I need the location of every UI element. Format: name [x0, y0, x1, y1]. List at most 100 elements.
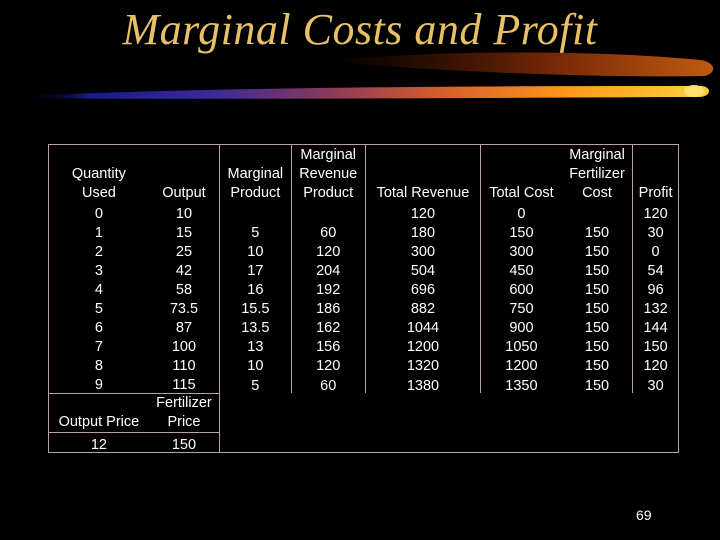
cell-mfc: 150 [561, 259, 634, 279]
table-row: 9 115 5 60 1380 1350 150 30 [47, 373, 679, 394]
cell-total-cost: 1050 [505, 339, 538, 356]
fertilizer-price-label: Fertilizer Price [148, 392, 221, 433]
cell-mfc: 150 [561, 373, 634, 394]
cell-mrp: 162 [291, 316, 366, 336]
cell-mrp [291, 203, 366, 222]
header-row: Quantity Used Output Marginal Product Marg… [47, 144, 679, 203]
cell-output: 73.5 [148, 297, 221, 317]
cell-profit: 54 [632, 259, 679, 279]
header-output: Output [148, 144, 221, 203]
cell-output: 25 [148, 240, 221, 260]
price-value-row: 12 150 [47, 431, 679, 454]
cell-mfc: 150 [561, 335, 634, 355]
header-marginal-fertilizer-cost: Marginal Fertilizer Cost [561, 144, 634, 203]
cell-profit: 30 [632, 221, 679, 241]
cell-marginal-product: 10 [219, 354, 292, 374]
cell-total-cost: 300 [509, 244, 534, 261]
cell-mrp: 156 [291, 335, 366, 355]
cell-total-revenue: 1380 [365, 373, 482, 394]
cell-mfc: 150 [561, 354, 634, 374]
cell-profit: 144 [632, 316, 679, 336]
cell-quantity: 6 [47, 316, 149, 336]
cell-total-cost: 750 [509, 301, 534, 318]
cell-output: 100 [148, 335, 221, 355]
cell-mrp: 186 [291, 297, 366, 317]
cell-marginal-product: 15.5 [219, 297, 292, 317]
cell-marginal-product: 13.5 [219, 316, 292, 336]
cell-mrp: 192 [291, 278, 366, 298]
table-row: 0 10 120 0 120 [47, 203, 679, 222]
cell-mrp: 60 [291, 373, 366, 394]
cell-marginal-product: 13 [219, 335, 292, 355]
cell-profit: 0 [632, 240, 679, 260]
cell-quantity: 9 [47, 373, 149, 394]
cell-output: 115 [148, 373, 221, 394]
cell-quantity: 5 [47, 297, 149, 317]
table-row: 8 110 10 120 1320 1200 150 120 [47, 354, 679, 375]
cell-output: 10 [148, 203, 221, 222]
cell-total-revenue: 180 [365, 221, 482, 241]
table-row: 1 15 5 60 180 150 150 30 [47, 221, 679, 242]
cell-marginal-product: 10 [219, 240, 292, 260]
header-marginal-revenue-product: Marginal Revenue Product [291, 144, 366, 203]
decorative-swoosh [20, 52, 714, 99]
cell-profit: 132 [632, 297, 679, 317]
cell-total-revenue: 1200 [365, 335, 482, 355]
cell-output: 42 [148, 259, 221, 279]
cell-total-cost: 1200 [505, 358, 538, 375]
fertilizer-price-value: 150 [148, 431, 221, 454]
output-price-label: Output Price [47, 392, 149, 433]
cell-quantity: 3 [47, 259, 149, 279]
cell-total-revenue: 1044 [365, 316, 482, 336]
cell-total-cost: 450 [509, 263, 534, 280]
cell-mrp: 120 [291, 354, 366, 374]
cell-total-revenue: 504 [365, 259, 482, 279]
cell-marginal-product: 5 [219, 373, 292, 394]
table-row: 6 87 13.5 162 1044 900 150 144 [47, 316, 679, 336]
cell-profit: 120 [632, 203, 679, 222]
cell-quantity: 1 [47, 221, 149, 241]
cell-mfc: 150 [561, 278, 634, 298]
page-number: 69 [636, 507, 652, 523]
cell-output: 110 [148, 354, 221, 374]
cell-marginal-product [219, 203, 292, 222]
cell-marginal-product: 16 [219, 278, 292, 298]
table-row: 7 100 13 156 1200 1050 150 150 [47, 335, 679, 356]
cell-marginal-product: 5 [219, 221, 292, 241]
cell-total-revenue: 882 [365, 297, 482, 317]
cell-marginal-product: 17 [219, 259, 292, 279]
cell-mfc: 150 [561, 221, 634, 241]
header-total-revenue: Total Revenue [365, 144, 482, 203]
cell-profit: 120 [632, 354, 679, 374]
cell-quantity: 8 [47, 354, 149, 374]
cell-profit: 96 [632, 278, 679, 298]
table-row: 3 42 17 204 504 450 150 54 [47, 259, 679, 280]
price-header-row: Output Price Fertilizer Price [47, 392, 679, 433]
cell-output: 15 [148, 221, 221, 241]
cell-profit: 30 [632, 373, 679, 394]
cell-mrp: 60 [291, 221, 366, 241]
cell-mfc: 150 [561, 316, 634, 336]
cell-total-cost: 1350 [505, 377, 538, 394]
cell-total-revenue: 696 [365, 278, 482, 298]
cell-total-revenue: 1320 [365, 354, 482, 374]
cell-output: 87 [148, 316, 221, 336]
table-row: 5 73.5 15.5 186 882 750 150 132 [47, 297, 679, 318]
cell-quantity: 0 [47, 203, 149, 222]
header-marginal-product: Marginal Product [219, 144, 292, 203]
output-price-value: 12 [47, 431, 149, 454]
header-quantity-used: Quantity Used [47, 144, 149, 203]
cell-total-revenue: 300 [365, 240, 482, 260]
cell-mfc: 150 [561, 240, 634, 260]
cell-total-cost: 150 [509, 225, 534, 242]
cell-mfc [561, 203, 634, 222]
marginal-cost-table: Quantity Used Output Marginal Product Marg… [47, 144, 679, 454]
cell-output: 58 [148, 278, 221, 298]
cell-mrp: 204 [291, 259, 366, 279]
header-total-cost: Total Cost [480, 144, 562, 203]
cell-total-revenue: 120 [365, 203, 482, 222]
cell-quantity: 2 [47, 240, 149, 260]
cell-mrp: 120 [291, 240, 366, 260]
cell-quantity: 4 [47, 278, 149, 298]
cell-profit: 150 [632, 335, 679, 355]
